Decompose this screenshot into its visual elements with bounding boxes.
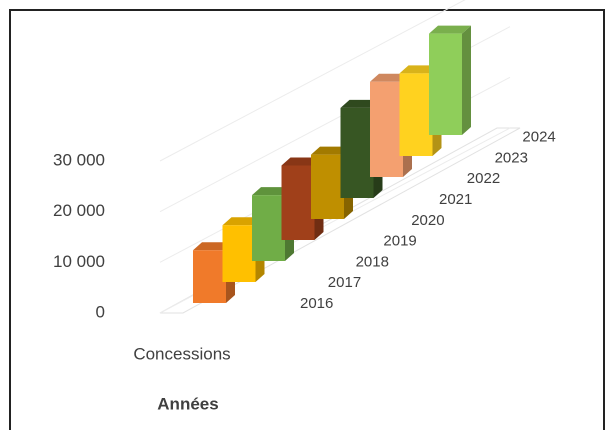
bar-front <box>193 250 226 303</box>
y-tick-label: 0 <box>96 302 105 321</box>
depth-tick-label: 2018 <box>356 253 389 270</box>
bar-side <box>462 25 471 136</box>
depth-tick-label: 2020 <box>411 212 444 229</box>
y-tick-label: 30 000 <box>53 150 105 169</box>
y-tick-label: 10 000 <box>53 252 105 271</box>
bar-front <box>370 81 403 177</box>
frame <box>9 9 605 430</box>
bar-front <box>340 107 374 198</box>
bar-front <box>281 165 315 240</box>
bar-front <box>311 154 344 219</box>
y-tick-label: 20 000 <box>53 201 105 220</box>
grid-line <box>159 0 466 162</box>
depth-tick-label: 2023 <box>495 149 528 166</box>
floor <box>159 127 521 314</box>
bar <box>429 25 471 136</box>
depth-tick-label: 2022 <box>467 170 500 187</box>
bar-front <box>222 225 256 282</box>
bar-front <box>252 195 285 261</box>
bar-front <box>429 33 462 135</box>
axis-title: Années <box>157 394 218 413</box>
depth-tick-label: 2016 <box>300 295 333 312</box>
depth-tick-label: 2021 <box>439 191 472 208</box>
depth-tick-label: 2019 <box>383 233 416 250</box>
bar-top <box>429 25 471 34</box>
series-label: Concessions <box>133 344 230 363</box>
depth-tick-label: 2024 <box>522 129 555 146</box>
bar-front <box>399 73 433 156</box>
depth-tick-label: 2017 <box>328 274 361 291</box>
